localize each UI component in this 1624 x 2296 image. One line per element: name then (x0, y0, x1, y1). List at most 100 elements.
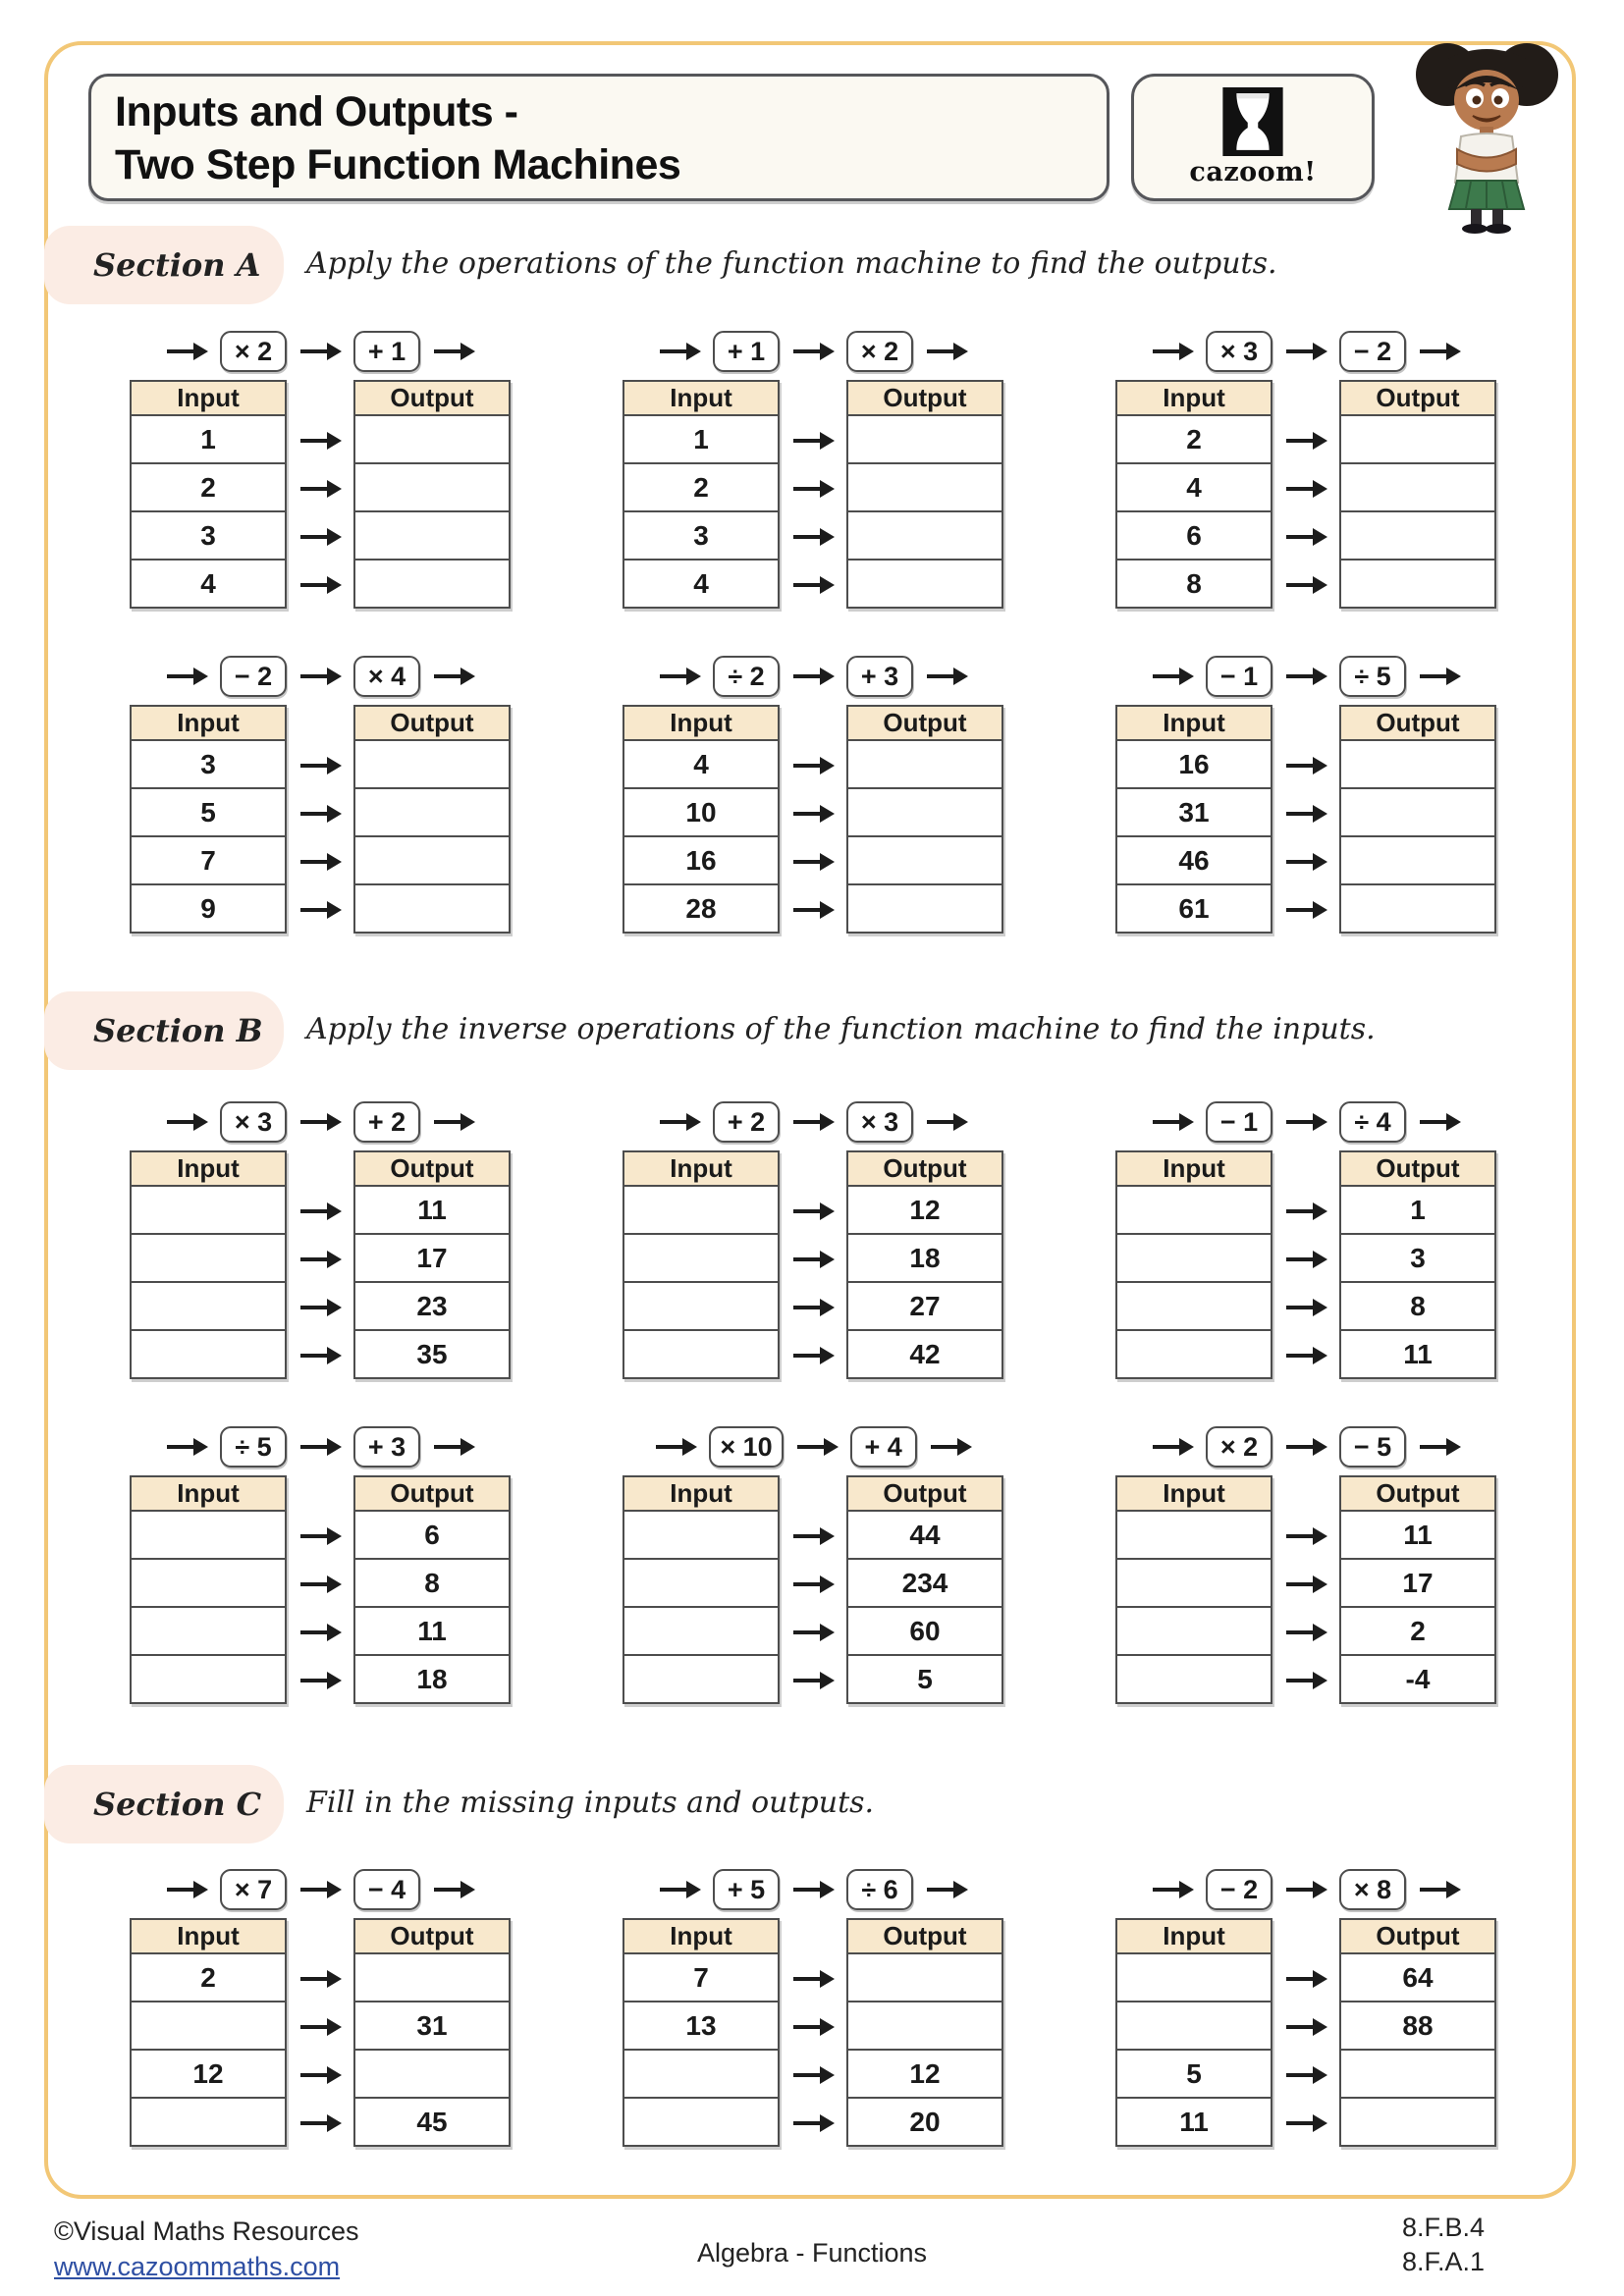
row-arrow-column (780, 705, 846, 934)
output-table: Output 11 17 2 -4 (1339, 1475, 1496, 1704)
input-table: Input (130, 1150, 287, 1379)
input-cell: 6 (1117, 510, 1271, 559)
operation-step-2: − 2 (1339, 331, 1406, 372)
output-cell (848, 462, 1001, 510)
input-cell (624, 1187, 778, 1233)
arrow-right-icon (925, 1112, 968, 1132)
machine-operation-row: + 5 ÷ 6 (623, 1867, 1003, 1912)
input-cell (1117, 2001, 1271, 2049)
output-cell (355, 787, 509, 835)
arrow-right-icon (1284, 1201, 1327, 1221)
arrow-right-icon (791, 1250, 835, 1269)
input-table: Input (1115, 1475, 1272, 1704)
output-cell (848, 835, 1001, 883)
row-arrow-column (287, 380, 353, 609)
output-column-header: Output (1341, 382, 1494, 416)
input-table: Input (1115, 1150, 1272, 1379)
arrow-right-icon (791, 1201, 835, 1221)
input-cell (132, 2001, 285, 2049)
input-cell (1117, 1329, 1271, 1377)
operation-step-1: × 7 (220, 1869, 287, 1910)
operation-step-1: ÷ 5 (220, 1426, 287, 1468)
operation-step-1: ÷ 2 (713, 656, 780, 697)
input-cell: 2 (200, 1961, 216, 1993)
arrow-right-icon (298, 1969, 342, 1989)
operation-step-1: − 1 (1206, 1101, 1272, 1143)
input-cell: 1 (693, 423, 709, 454)
input-column-header: Input (132, 1152, 285, 1187)
machine-io-tables: Input 2 4 6 8 Output (1115, 380, 1496, 609)
input-cell (624, 1654, 778, 1702)
machine-operation-row: × 3 + 2 (130, 1099, 511, 1145)
input-cell: 28 (624, 883, 778, 932)
arrow-right-icon (791, 431, 835, 451)
arrow-right-icon (298, 1623, 342, 1642)
input-cell: 10 (624, 787, 778, 835)
input-cell (1117, 1281, 1271, 1329)
output-cell (355, 1954, 509, 2001)
input-cell: 16 (1178, 748, 1210, 779)
input-cell: 2 (132, 462, 285, 510)
input-cell (132, 1606, 285, 1654)
output-cell: 6 (424, 1519, 440, 1550)
input-column-header: Input (624, 382, 778, 416)
input-cell: 9 (132, 883, 285, 932)
function-machine: × 3 − 2 Input 2 4 6 8 Output (1115, 329, 1496, 609)
arrow-right-icon (791, 1526, 835, 1546)
output-cell (355, 883, 509, 932)
input-cell: 3 (132, 510, 285, 559)
output-table: Output (353, 705, 511, 934)
output-cell: 44 (909, 1519, 941, 1550)
input-cell (1117, 1187, 1271, 1233)
input-column-header: Input (132, 1477, 285, 1512)
machine-io-tables: Input 2 12 Output 31 45 (130, 1918, 511, 2147)
arrow-right-icon (929, 1437, 972, 1457)
arrow-right-icon (1284, 527, 1327, 547)
website-link[interactable]: www.cazoommaths.com (54, 2252, 341, 2281)
output-cell: 11 (355, 1606, 509, 1654)
input-cell (624, 1281, 778, 1329)
arrow-right-icon (1284, 804, 1327, 824)
input-cell (132, 1558, 285, 1606)
output-cell (355, 2049, 509, 2097)
operation-step-1: − 2 (1206, 1869, 1272, 1910)
arrow-right-icon (791, 1880, 835, 1899)
arrow-right-icon (298, 1526, 342, 1546)
input-table: Input 5 11 (1115, 1918, 1272, 2147)
arrow-right-icon (791, 2017, 835, 2037)
output-cell: 23 (355, 1281, 509, 1329)
output-cell (1341, 835, 1494, 883)
output-cell: 234 (848, 1558, 1001, 1606)
input-cell: 11 (1117, 2097, 1271, 2145)
function-machine: + 1 × 2 Input 1 2 3 4 Output (623, 329, 1003, 609)
input-column-header: Input (624, 707, 778, 741)
arrow-right-icon (791, 479, 835, 499)
arrow-right-icon (1284, 1112, 1327, 1132)
output-cell: 17 (1341, 1558, 1494, 1606)
arrow-right-icon (1284, 1250, 1327, 1269)
arrow-right-icon (298, 804, 342, 824)
arrow-right-icon (298, 756, 342, 775)
arrow-right-icon (298, 2065, 342, 2085)
arrow-right-icon (298, 2113, 342, 2133)
output-cell: 88 (1341, 2001, 1494, 2049)
output-cell: 2 (1341, 1606, 1494, 1654)
arrow-right-icon (925, 342, 968, 361)
input-cell (132, 1281, 285, 1329)
input-column-header: Input (132, 707, 285, 741)
output-cell (848, 559, 1001, 607)
output-cell (848, 2001, 1001, 2049)
operation-step-1: + 5 (713, 1869, 780, 1910)
arrow-right-icon (1418, 1437, 1461, 1457)
output-cell (355, 510, 509, 559)
arrow-right-icon (1151, 342, 1194, 361)
input-cell (1117, 1233, 1271, 1281)
operation-step-2: − 4 (353, 1869, 420, 1910)
operation-step-2: × 8 (1339, 1869, 1406, 1910)
input-column-header: Input (624, 1152, 778, 1187)
output-cell (1341, 787, 1494, 835)
output-cell (1341, 510, 1494, 559)
arrow-right-icon (791, 852, 835, 872)
row-arrow-column (780, 380, 846, 609)
arrow-right-icon (1284, 1671, 1327, 1690)
